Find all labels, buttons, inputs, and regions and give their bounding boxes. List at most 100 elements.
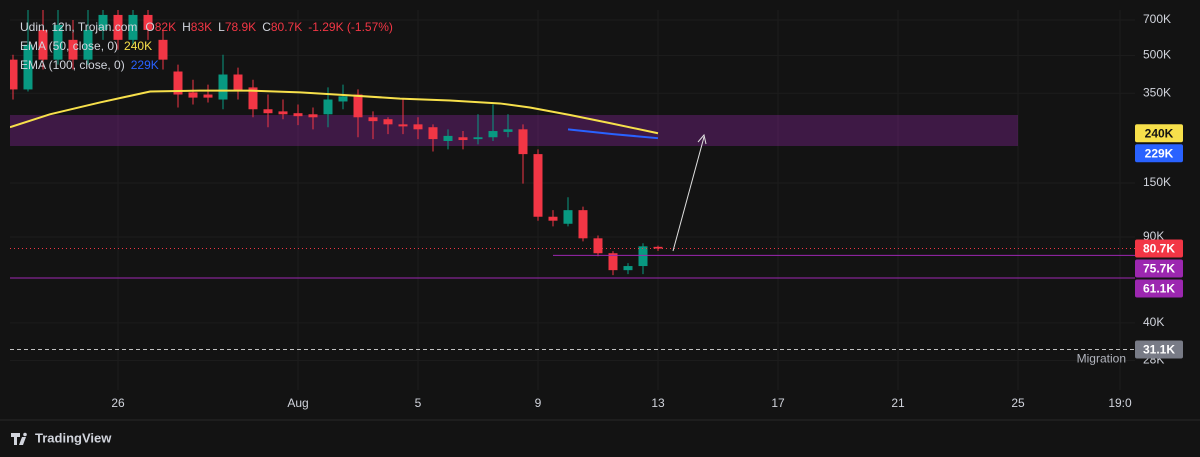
- candle-body: [623, 266, 633, 271]
- y-tick-label: 500K: [1143, 48, 1171, 62]
- candle-body: [548, 216, 558, 221]
- price-label-box: [1135, 124, 1183, 143]
- candle-body: [653, 246, 663, 249]
- ema-value: 240K: [124, 39, 152, 53]
- ohlc: O82K H83K L78.9K C80.7K: [145, 20, 302, 34]
- candle-body: [23, 44, 33, 90]
- candle-body: [518, 129, 528, 155]
- legend-ema100: EMA (100, close, 0) 229K: [20, 58, 159, 72]
- legend-title: Udin, 12h, Trojan.com O82K H83K L78.9K C80.7…: [20, 20, 393, 34]
- price-label: 240K: [1145, 126, 1174, 140]
- price-label: 61.1K: [1143, 282, 1175, 296]
- candle-body: [128, 14, 138, 40]
- x-tick-label: 9: [535, 396, 542, 410]
- zone: [10, 115, 1018, 146]
- candle-body: [10, 59, 18, 90]
- candle-body: [113, 14, 123, 40]
- candle-body: [323, 99, 333, 115]
- candle-body: [38, 29, 48, 60]
- candle-body: [413, 124, 423, 130]
- candle-body: [173, 71, 183, 95]
- level-text: Migration: [1077, 352, 1126, 366]
- plot-area: [10, 10, 1135, 350]
- x-tick-label: 25: [1011, 396, 1025, 410]
- candle-body: [563, 210, 573, 224]
- price-label-box: [1135, 239, 1183, 258]
- grid: [10, 10, 1135, 390]
- candle-body: [368, 117, 378, 122]
- x-tick-label: 13: [651, 396, 665, 410]
- candle-body: [428, 127, 438, 140]
- x-tick-label: 5: [415, 396, 422, 410]
- candle-body: [383, 119, 393, 125]
- candle-body: [83, 29, 93, 60]
- arrow-head: [697, 133, 707, 145]
- price-label-box: [1135, 259, 1183, 278]
- candle-body: [338, 96, 348, 102]
- legend: Udin, 12h, Trojan.com O82K H83K L78.9K C80.7…: [20, 20, 393, 72]
- price-label-box: [1135, 144, 1183, 163]
- candle-body: [473, 137, 483, 140]
- candle-body: [353, 94, 363, 118]
- ema-name: EMA (50, close, 0): [20, 39, 118, 53]
- candle-body: [488, 131, 498, 138]
- y-tick-label: 40K: [1143, 315, 1164, 329]
- candle-body: [578, 210, 588, 239]
- candle-body: [233, 74, 243, 92]
- arrow: [672, 136, 705, 252]
- ema-line: [10, 89, 659, 135]
- price-label: 229K: [1145, 146, 1174, 160]
- ohlc-key: L: [218, 20, 225, 34]
- candle-body: [203, 94, 213, 98]
- candle-body: [53, 24, 63, 60]
- ohlc-value: 80.7K: [271, 20, 302, 34]
- ohlc-value: 82K: [155, 20, 176, 34]
- x-tick-label: 21: [891, 396, 905, 410]
- ohlc-value: 78.9K: [225, 20, 256, 34]
- candle-body: [248, 87, 258, 110]
- candle-body: [638, 246, 648, 267]
- ema-line: [567, 128, 659, 140]
- x-tick-label: 19:0: [1108, 396, 1132, 410]
- price-label-box: [1135, 340, 1183, 359]
- price-label: 75.7K: [1143, 262, 1175, 276]
- y-tick-label: 350K: [1143, 85, 1171, 99]
- x-tick-label: Aug: [287, 396, 308, 410]
- candle-body: [398, 124, 408, 127]
- ema-value: 229K: [131, 58, 159, 72]
- candle-body: [188, 92, 198, 98]
- price-label-box: [1135, 279, 1183, 298]
- candle-body: [158, 39, 168, 60]
- candle-body: [608, 253, 618, 271]
- ohlc-key: H: [182, 20, 191, 34]
- ohlc-key: O: [145, 20, 154, 34]
- candle-body: [263, 109, 273, 114]
- y-tick-label: 700K: [1143, 12, 1171, 26]
- price-label: 80.7K: [1143, 242, 1175, 256]
- x-tick-label: 26: [111, 396, 125, 410]
- x-tick-label: 17: [771, 396, 785, 410]
- candle-body: [293, 113, 303, 117]
- candle-body: [308, 114, 318, 118]
- candle-body: [458, 137, 468, 141]
- y-tick-label: 150K: [1143, 175, 1171, 189]
- legend-ema50: EMA (50, close, 0) 240K: [20, 39, 152, 53]
- ohlc-value: 83K: [191, 20, 212, 34]
- price-label: 31.1K: [1143, 343, 1175, 357]
- ohlc-key: C: [262, 20, 271, 34]
- candle-body: [503, 129, 513, 132]
- brand-name: TradingView: [35, 430, 112, 445]
- branding: TradingView: [11, 430, 112, 445]
- candle-body: [68, 39, 78, 60]
- change: -1.29K (-1.57%): [308, 20, 393, 34]
- candle-body: [278, 111, 288, 115]
- candle-body: [143, 14, 153, 30]
- logo-dot: [23, 432, 27, 437]
- candle-body: [218, 74, 228, 100]
- symbol: Udin, 12h, Trojan.com: [20, 20, 137, 34]
- candle-body: [443, 135, 453, 141]
- candle-body: [593, 238, 603, 254]
